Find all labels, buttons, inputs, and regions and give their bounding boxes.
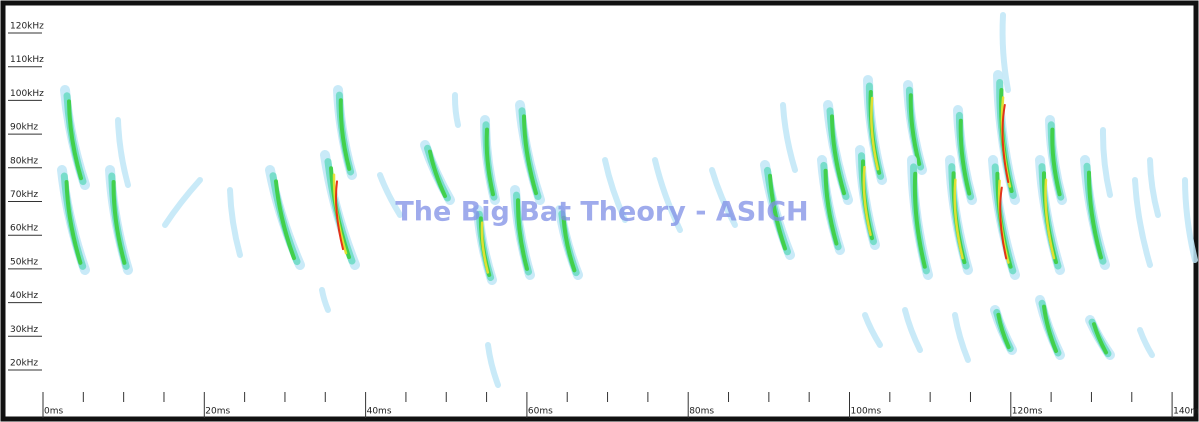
frequency-label: 50kHz (10, 257, 38, 267)
call-trace (1092, 322, 1108, 355)
call-trace (338, 98, 352, 171)
call-trace (958, 118, 972, 196)
call-trace (652, 157, 683, 233)
call-trace (1147, 157, 1161, 218)
call-trace (1182, 177, 1198, 263)
frequency-label: 90kHz (10, 123, 38, 133)
call-trace (335, 180, 344, 251)
time-label: 0ms (44, 407, 63, 417)
time-label: 80ms (689, 407, 714, 417)
call-trace (999, 12, 1011, 93)
call-trace (485, 342, 501, 388)
frequency-label: 40kHz (10, 291, 38, 301)
time-label: 60ms (528, 407, 553, 417)
frequency-label: 110kHz (10, 55, 44, 65)
call-trace (377, 172, 403, 218)
call-trace (115, 117, 131, 188)
call-trace (1050, 127, 1062, 197)
call-trace (912, 171, 927, 269)
call-trace (515, 198, 529, 271)
call-trace (67, 99, 83, 181)
call-trace (319, 287, 331, 313)
call-trace (428, 149, 447, 199)
call-trace (999, 186, 1008, 260)
watermark: The Big Bat Theory - ASICH (395, 197, 808, 228)
call-trace (862, 312, 883, 348)
call-trace (1086, 170, 1103, 260)
call-trace (952, 312, 971, 363)
frequency-label: 20kHz (10, 359, 38, 369)
call-trace (996, 312, 1011, 350)
call-trace (823, 168, 839, 246)
time-label: 40ms (367, 407, 392, 417)
frequency-label: 100kHz (10, 89, 44, 99)
call-trace (780, 102, 798, 173)
frequency-label: 60kHz (10, 224, 38, 234)
frequency-label: 80kHz (10, 156, 38, 166)
time-label: 140ms (1173, 407, 1199, 417)
frequency-label: 30kHz (10, 325, 38, 335)
call-trace (1001, 104, 1010, 183)
call-trace (484, 127, 495, 197)
axes: 120kHz 110kHz 100kHz 90kHz 80kHz 70kHz 60kHz 50… (8, 22, 1199, 418)
calls (57, 12, 1198, 388)
call-trace (1132, 177, 1153, 268)
call-trace (830, 114, 846, 196)
frequency-label: 70kHz (10, 190, 38, 200)
call-trace (768, 173, 787, 251)
call-trace (64, 180, 83, 265)
call-trace (1099, 127, 1113, 198)
call-trace (908, 93, 922, 166)
call-trace (1044, 178, 1056, 260)
call-trace (1137, 327, 1155, 358)
call-trace (227, 187, 243, 258)
call-trace (870, 96, 880, 171)
call-trace (953, 178, 964, 260)
time-label: 20ms (205, 407, 230, 417)
call-trace (480, 221, 490, 274)
time-label: 100ms (851, 407, 882, 417)
call-trace (274, 179, 296, 261)
call-trace (561, 215, 577, 273)
call-trace (862, 165, 872, 236)
call-trace (902, 307, 923, 353)
call-trace (522, 114, 538, 196)
call-trace (162, 177, 203, 228)
call-trace (111, 180, 127, 265)
call-trace (1042, 304, 1058, 354)
call-trace (451, 92, 461, 128)
frequency-label: 120kHz (10, 22, 44, 32)
call-trace (602, 157, 628, 223)
time-label: 120ms (1012, 407, 1043, 417)
call-trace (709, 167, 738, 228)
